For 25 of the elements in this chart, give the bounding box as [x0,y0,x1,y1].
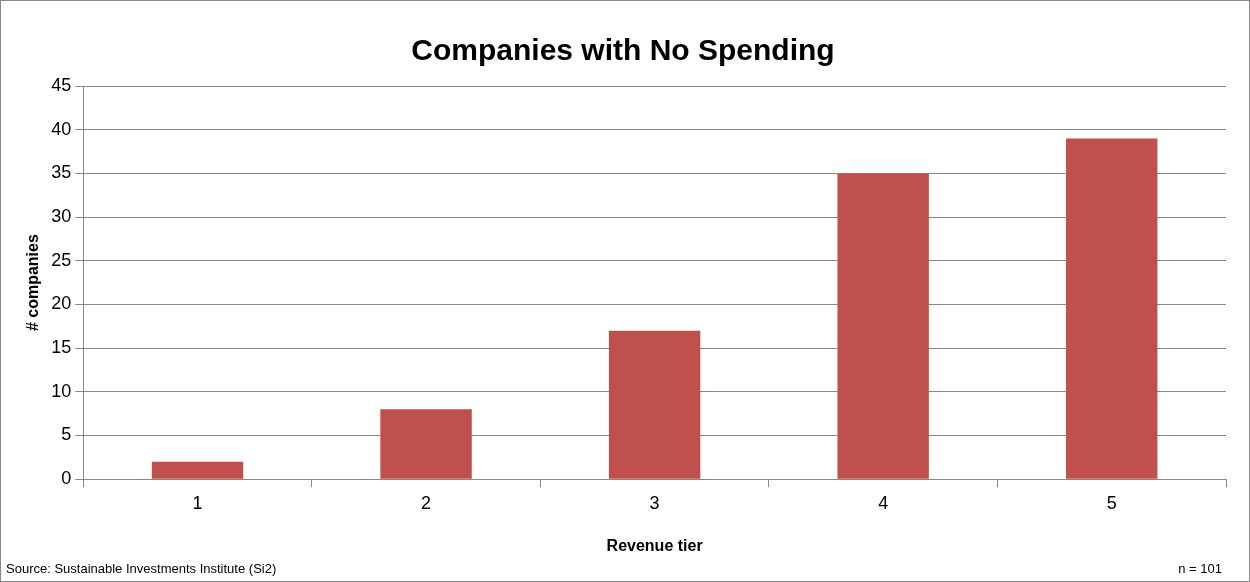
chart-title: Companies with No Spending [411,33,835,67]
y-tick-label: 20 [51,293,72,314]
y-tick-label: 35 [51,162,72,183]
y-tick-label: 15 [51,337,72,358]
bar [380,409,472,479]
y-tick-label: 30 [51,206,72,227]
x-tick-label: 5 [1106,492,1117,513]
x-tick-label: 2 [421,492,432,513]
x-tick-label: 4 [878,492,889,513]
bar [151,461,244,479]
bar [1066,138,1158,479]
x-tick-label: 1 [192,492,203,513]
source-note: Source: Sustainable Investments Institute (Si2) [6,561,277,576]
y-tick-label: 25 [51,249,72,270]
x-tick-label: 3 [649,492,660,513]
y-tick-label: 40 [51,118,72,139]
y-tick-label: 5 [61,424,72,445]
bar [608,330,701,479]
bar [837,173,929,479]
y-tick-label: 45 [51,74,72,95]
y-tick-label: 0 [61,468,72,489]
x-axis-title: Revenue tier [606,536,703,554]
text: n = 101 [1178,561,1222,576]
y-axis-title: # companies [24,234,42,332]
y-tick-label: 10 [51,380,72,401]
